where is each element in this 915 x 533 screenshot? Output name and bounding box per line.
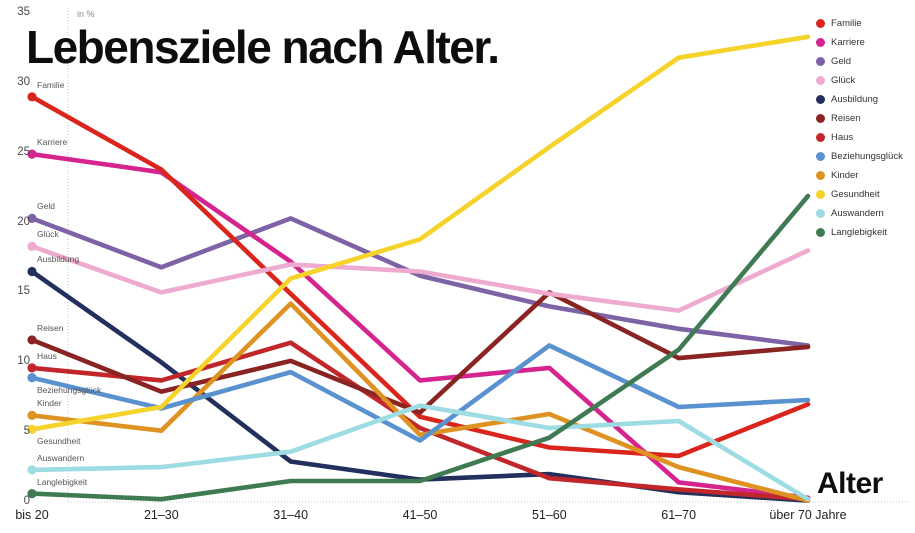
series-start-dot-Karriere: [27, 149, 37, 159]
legend-dot-Geld: [816, 57, 825, 66]
series-line-Glück: [29, 244, 811, 313]
legend-item-Reisen: Reisen: [816, 109, 903, 128]
series-line-Familie: [29, 94, 811, 459]
series-start-label-Reisen: Reisen: [37, 322, 64, 333]
x-tick-label: 41–50: [402, 508, 438, 522]
legend-label: Geld: [831, 56, 852, 67]
x-axis-title: Alter: [817, 467, 883, 500]
series-start-label-Beziehungsglück: Beziehungsglück: [37, 384, 102, 395]
legend-label: Karriere: [831, 37, 865, 48]
legend-dot-Karriere: [816, 38, 825, 47]
legend-dot-Ausbildung: [816, 95, 825, 104]
series-start-dot-Beziehungsglück: [27, 373, 37, 383]
series-start-dot-Geld: [27, 213, 37, 223]
series-start-dot-Kinder: [27, 410, 37, 420]
x-tick-label: 61–70: [661, 508, 697, 522]
legend: Familie Karriere Geld Glück Ausbildung Reisen…: [816, 14, 903, 242]
series-line-Haus: [29, 340, 811, 502]
legend-item-Geld: Geld: [816, 52, 903, 71]
series-line-Langlebigkeit: [29, 193, 811, 502]
legend-label: Glück: [831, 75, 856, 86]
legend-item-Familie: Familie: [816, 14, 903, 33]
y-tick-label: 5: [23, 425, 30, 438]
legend-label: Haus: [831, 132, 854, 143]
legend-item-Ausbildung: Ausbildung: [816, 90, 903, 109]
x-tick-label: über 70 Jahre: [769, 508, 847, 522]
legend-label: Ausbildung: [831, 94, 879, 105]
legend-label: Reisen: [831, 113, 861, 124]
series-line-Geld: [29, 216, 811, 348]
series-line-Kinder: [29, 301, 811, 503]
series-start-label-Glück: Glück: [37, 229, 59, 240]
legend-dot-Haus: [816, 133, 825, 142]
legend-label: Langlebigkeit: [831, 227, 887, 238]
legend-label: Auswandern: [831, 208, 884, 219]
legend-item-Glück: Glück: [816, 71, 903, 90]
y-tick-label: 35: [17, 6, 30, 18]
y-tick-label: 15: [17, 285, 30, 298]
legend-dot-Langlebigkeit: [816, 228, 825, 237]
y-axis-unit-label: in %: [77, 9, 95, 19]
legend-label: Beziehungsglück: [831, 151, 903, 162]
legend-item-Auswandern: Auswandern: [816, 204, 903, 223]
series-start-dot-Haus: [27, 363, 37, 373]
series-start-label-Gesundheit: Gesundheit: [37, 436, 81, 447]
series-start-label-Haus: Haus: [37, 350, 57, 361]
series-start-dot-Ausbildung: [27, 266, 37, 277]
legend-item-Kinder: Kinder: [816, 166, 903, 185]
x-tick-label: 21–30: [143, 508, 179, 522]
legend-label: Kinder: [831, 170, 859, 181]
series-start-dot-Gesundheit: [27, 424, 37, 434]
y-tick-label: 30: [17, 75, 30, 88]
series-start-dot-Reisen: [27, 335, 37, 345]
legend-dot-Glück: [816, 76, 825, 85]
legend-dot-Familie: [816, 19, 825, 28]
legend-dot-Gesundheit: [816, 190, 825, 199]
x-tick-label: 31–40: [273, 508, 309, 522]
series-start-label-Langlebigkeit: Langlebigkeit: [37, 476, 88, 487]
series-start-dot-Auswandern: [27, 465, 37, 475]
series-start-label-Karriere: Karriere: [37, 137, 68, 148]
x-tick-label: 51–60: [531, 508, 567, 522]
legend-item-Haus: Haus: [816, 128, 903, 147]
legend-dot-Reisen: [816, 114, 825, 123]
y-tick-label: 20: [17, 215, 30, 228]
legend-item-Gesundheit: Gesundheit: [816, 185, 903, 204]
legend-dot-Auswandern: [816, 209, 825, 218]
page-title: Lebensziele nach Alter.: [26, 21, 500, 73]
series-start-label-Auswandern: Auswandern: [37, 452, 85, 463]
legend-item-Karriere: Karriere: [816, 33, 903, 52]
y-tick-label: 10: [17, 355, 30, 368]
legend-label: Gesundheit: [831, 189, 880, 200]
legend-dot-Beziehungsglück: [816, 152, 825, 161]
series-start-dot-Familie: [27, 92, 37, 102]
series-line-Auswandern: [29, 403, 811, 502]
legend-label: Familie: [831, 18, 862, 29]
legend-dot-Kinder: [816, 171, 825, 180]
series-start-label-Geld: Geld: [37, 201, 55, 212]
series-start-label-Familie: Familie: [37, 79, 65, 90]
series-start-dot-Glück: [27, 241, 37, 251]
series-start-dot-Langlebigkeit: [27, 489, 37, 499]
legend-item-Beziehungsglück: Beziehungsglück: [816, 147, 903, 166]
series-line-Gesundheit: [29, 34, 811, 432]
x-tick-label: bis 20: [15, 508, 49, 522]
y-tick-label: 25: [17, 145, 30, 158]
series-line-Reisen: [29, 290, 811, 415]
legend-item-Langlebigkeit: Langlebigkeit: [816, 223, 903, 242]
series-line-Karriere: [29, 151, 811, 501]
series-start-label-Ausbildung: Ausbildung: [37, 254, 80, 265]
series-start-label-Kinder: Kinder: [37, 398, 62, 409]
y-tick-label: 0: [23, 495, 30, 507]
